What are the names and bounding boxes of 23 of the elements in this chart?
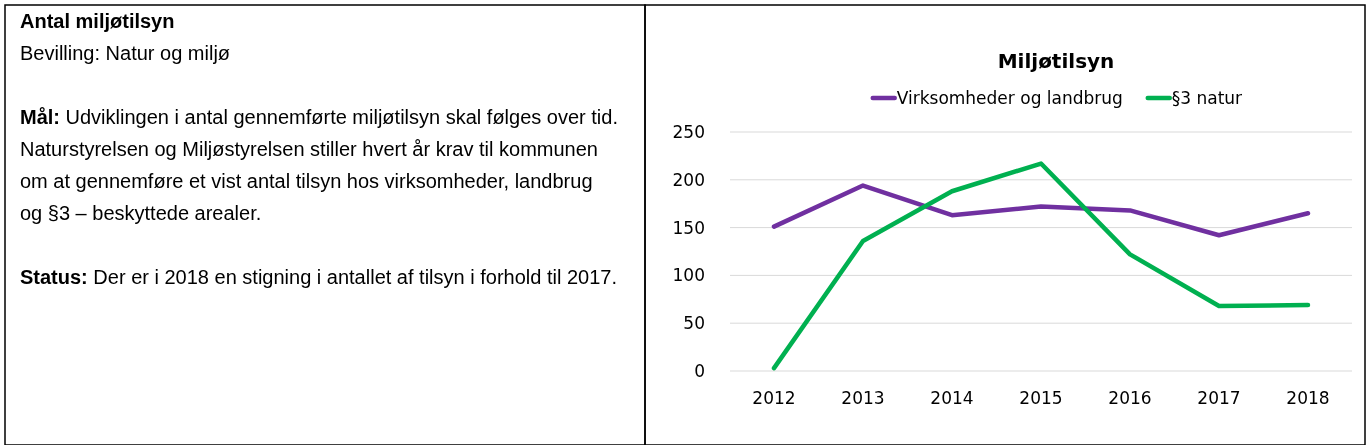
y-tick-label: 100 <box>672 265 705 286</box>
x-tick-label: 2013 <box>841 387 885 408</box>
text: Antal miljøtilsyn <box>20 10 175 32</box>
line-series <box>771 161 1311 371</box>
y-tick-label: 150 <box>672 217 705 238</box>
y-tick-label: 200 <box>672 169 705 190</box>
text: Mål: Udviklingen i antal gennemførte miljøtilsyn skal følges over tid. <box>20 106 618 128</box>
y-tick-label: 50 <box>683 313 705 334</box>
text: Naturstyrelsen og Miljøstyrelsen stiller hvert år krav til kommunen om at gennemføre et vist antal tilsyn hos virksomheder, landbrug og §3 – beskyttede arealer. <box>20 138 598 224</box>
text: Bevilling: Natur og miljø <box>20 42 231 64</box>
line-series <box>771 183 1311 238</box>
chart-title: Miljøtilsyn <box>997 49 1115 73</box>
x-tick-label: 2018 <box>1286 387 1330 408</box>
x-tick-label: 2016 <box>1108 387 1152 408</box>
y-tick-label: 0 <box>694 360 705 381</box>
x-tick-label: 2015 <box>1019 387 1063 408</box>
x-tick-label: 2014 <box>930 387 974 408</box>
x-tick-label: 2012 <box>752 387 796 408</box>
legend-label: §3 natur <box>1171 87 1243 108</box>
text: Status: Der er i 2018 en stigning i antallet af tilsyn i forhold til 2017. <box>20 266 617 288</box>
x-tick-label: 2017 <box>1197 387 1241 408</box>
legend-label: Virksomheder og landbrug <box>896 87 1123 108</box>
y-tick-label: 250 <box>672 121 705 142</box>
